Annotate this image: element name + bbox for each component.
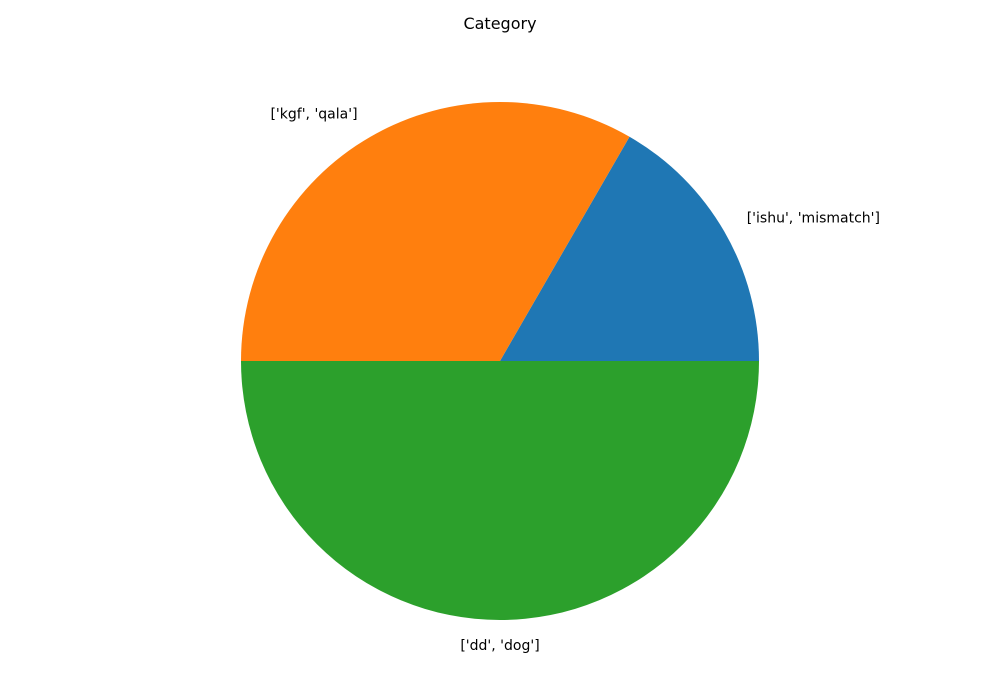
pie-slice-2 [241,361,759,620]
pie-slice-1 [241,102,630,361]
pie-slice-label-2: ['dd', 'dog'] [460,638,539,654]
pie-slice-0 [500,136,759,361]
pie-labels: ['ishu', 'mismatch'] ['kgf', 'qala'] ['dd'… [270,106,880,654]
chart-title: Category [463,14,536,33]
pie-slice-label-0: ['ishu', 'mismatch'] [747,211,880,227]
pie-slices [241,102,759,620]
pie-slice-label-1: ['kgf', 'qala'] [270,106,357,122]
